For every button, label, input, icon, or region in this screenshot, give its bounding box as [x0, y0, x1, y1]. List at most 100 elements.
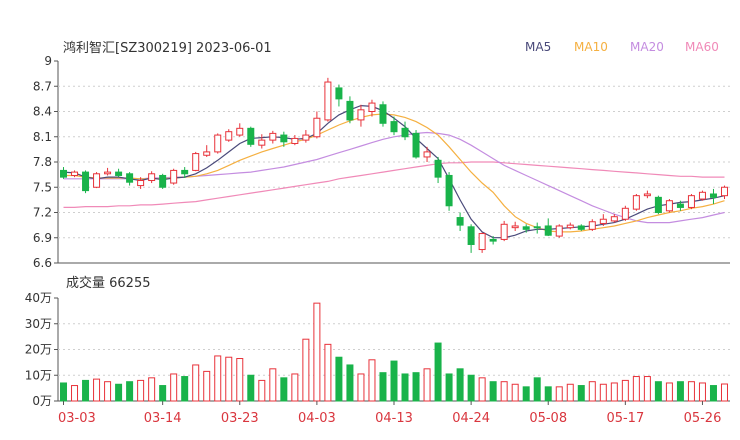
- volume-bar-down: [522, 386, 530, 402]
- candle: [423, 146, 431, 162]
- candle-body-up: [599, 218, 607, 224]
- date-tick-label: 04-13: [375, 411, 413, 426]
- candle: [577, 224, 585, 232]
- date-axis: 03-03 03-14 03-23 04-03 04-13 04-24 05-08 05-17…: [58, 401, 721, 426]
- volume-bar-up: [599, 383, 607, 402]
- candle: [489, 236, 497, 245]
- candle: [159, 173, 167, 189]
- candle-body-up: [588, 221, 596, 230]
- price-axis: 9 8.7 8.4 8.1 7.8 7.5 7.2 6.9 6.6: [33, 54, 730, 270]
- volume-bar-up: [643, 376, 651, 402]
- volume-bar-up: [71, 385, 79, 402]
- price-tick-label: 8.4: [33, 105, 52, 119]
- volume-bar-down: [434, 342, 442, 402]
- legend-ma60: MA60: [685, 40, 719, 54]
- volume-bar-down: [544, 386, 552, 402]
- candle-body-up: [225, 131, 233, 141]
- candle: [478, 232, 486, 253]
- candle-body-up: [632, 195, 640, 210]
- candle-body-down: [709, 193, 717, 198]
- candle: [104, 167, 112, 176]
- volume-tick-label: 20万: [25, 343, 52, 357]
- candle: [500, 220, 508, 242]
- candle: [709, 188, 717, 205]
- candle: [665, 199, 673, 213]
- candle-body-down: [522, 226, 530, 230]
- candle-body-up: [698, 191, 706, 200]
- candle: [698, 190, 706, 201]
- candle: [313, 111, 321, 139]
- candle-body-up: [423, 151, 431, 158]
- candle: [60, 167, 68, 179]
- price-tick-label: 7.8: [33, 155, 52, 169]
- date-tick-label: 03-23: [221, 411, 259, 426]
- candle-body-up: [357, 109, 365, 121]
- candle: [357, 104, 365, 127]
- candle: [467, 224, 475, 253]
- candle: [566, 222, 574, 230]
- price-tick-label: 9: [44, 54, 52, 68]
- volume-bar-down: [280, 377, 288, 402]
- candle-body-up: [324, 81, 332, 121]
- candle: [720, 185, 728, 200]
- volume-tick-label: 0万: [32, 394, 52, 408]
- volume-bar-down: [335, 356, 343, 402]
- candle: [544, 218, 552, 237]
- candle-body-down: [335, 87, 343, 100]
- candle-body-down: [181, 169, 189, 175]
- volume-bar-up: [632, 376, 640, 402]
- candle: [291, 135, 299, 146]
- date-tick-label: 03-03: [58, 411, 96, 426]
- candle-body-up: [566, 224, 574, 229]
- candle: [401, 121, 409, 141]
- volume-bar-up: [291, 373, 299, 402]
- candle-body-up: [93, 173, 101, 188]
- volume-bar-up: [665, 382, 673, 402]
- candle-body-up: [368, 102, 376, 113]
- candle-body-down: [126, 173, 134, 183]
- candle: [247, 126, 255, 147]
- candle-body-up: [665, 200, 673, 212]
- candle: [379, 101, 387, 127]
- candle-body-down: [577, 225, 585, 230]
- candle-body-up: [203, 151, 211, 156]
- candle: [368, 99, 376, 117]
- volume-bar-up: [236, 358, 244, 402]
- candle: [434, 156, 442, 184]
- candle-body-down: [115, 171, 123, 176]
- volume-bar-up: [720, 383, 728, 402]
- candle-body-up: [137, 180, 145, 187]
- volume-tick-label: 40万: [25, 291, 52, 305]
- volume-bar-up: [137, 379, 145, 402]
- volume-bar-up: [610, 382, 618, 402]
- candle: [522, 224, 530, 233]
- candle: [632, 193, 640, 211]
- candle: [280, 131, 288, 147]
- candle-body-up: [643, 193, 651, 197]
- volume-bar-down: [676, 381, 684, 402]
- candle: [643, 190, 651, 199]
- candle: [269, 130, 277, 144]
- candle-body-up: [302, 134, 310, 141]
- chart-title: 鸿利智汇[SZ300219] 2023-06-01: [63, 40, 272, 56]
- candle-body-down: [676, 203, 684, 208]
- candle: [324, 77, 332, 122]
- candle-body-down: [60, 169, 68, 178]
- candle-body-down: [456, 217, 464, 226]
- legend-ma20: MA20: [630, 40, 664, 54]
- candle: [445, 172, 453, 211]
- volume-bar-down: [412, 372, 420, 402]
- candle: [555, 224, 563, 238]
- candle: [82, 170, 90, 194]
- candle: [533, 222, 541, 234]
- candle-body-down: [533, 226, 541, 229]
- candle-body-down: [379, 104, 387, 124]
- candle: [621, 205, 629, 221]
- volume-bar-up: [302, 338, 310, 402]
- volume-bar-down: [456, 368, 464, 402]
- candle: [346, 96, 354, 124]
- date-tick-label: 05-26: [684, 411, 722, 426]
- volume-bar-up: [269, 368, 277, 402]
- volume-bar-up: [621, 379, 629, 402]
